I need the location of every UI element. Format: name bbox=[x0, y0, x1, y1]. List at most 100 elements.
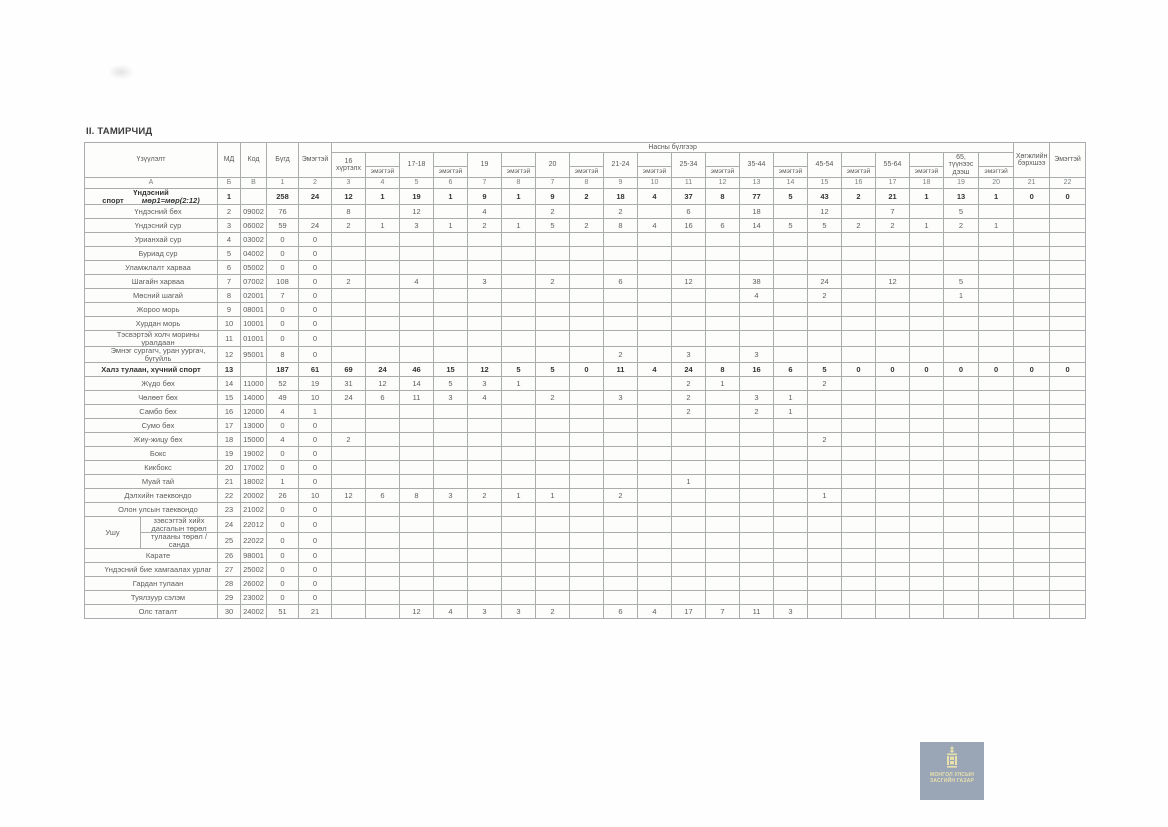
code-cell: 15000 bbox=[240, 432, 267, 447]
value-cell: 9 bbox=[467, 188, 502, 205]
value-cell bbox=[807, 390, 842, 405]
value-cell bbox=[773, 576, 808, 591]
value-cell bbox=[807, 460, 842, 475]
value-cell bbox=[977, 376, 1015, 391]
value-cell bbox=[909, 576, 944, 591]
col-header-age-group: Насны бүлгээр bbox=[330, 142, 1015, 153]
sport-name: Сумо бөх bbox=[84, 418, 218, 433]
value-cell bbox=[1013, 548, 1051, 563]
value-cell bbox=[705, 260, 740, 275]
col-header-md: МД bbox=[217, 142, 241, 178]
value-cell bbox=[977, 232, 1015, 247]
value-cell bbox=[1013, 576, 1051, 591]
code-cell: 04002 bbox=[240, 246, 267, 261]
value-cell bbox=[841, 404, 876, 419]
table-row: Чөлөөт бөх 15 14000 49 10 24 6 11 3 4 2 3 2 3 1 bbox=[84, 390, 1086, 405]
value-cell bbox=[467, 474, 502, 489]
code-cell: 02001 bbox=[240, 288, 267, 303]
value-cell bbox=[399, 516, 434, 533]
value-cell bbox=[841, 562, 876, 577]
value-cell bbox=[977, 474, 1015, 489]
value-cell bbox=[1013, 330, 1051, 347]
age-female-header: эмэгтэй bbox=[773, 166, 808, 178]
value-cell: 1 bbox=[433, 218, 468, 233]
value-cell bbox=[943, 590, 979, 605]
md-cell: 12 bbox=[217, 346, 241, 363]
table-row: Үндэсний спорт мөр1=мөр(2:12) 1 258 24 12 1 19 1… bbox=[84, 188, 1086, 205]
value-cell bbox=[909, 232, 944, 247]
value-cell bbox=[807, 260, 842, 275]
value-cell: 11 bbox=[739, 604, 774, 619]
value-cell: 1 bbox=[977, 188, 1015, 205]
value-cell bbox=[603, 516, 638, 533]
value-cell bbox=[637, 316, 672, 331]
code-cell: 17002 bbox=[240, 460, 267, 475]
age-col-header: 20 bbox=[535, 152, 570, 178]
value-cell: 12 bbox=[331, 188, 366, 205]
table-row: Олс таталт 30 24002 51 21 12 4 3 3 2 6 4 17 7 11 3 bbox=[84, 604, 1086, 619]
value-cell bbox=[977, 562, 1015, 577]
code-cell: 08001 bbox=[240, 302, 267, 317]
age-col-header-spacer bbox=[909, 152, 944, 167]
column-index-cell: 11 bbox=[671, 177, 706, 189]
value-cell: 2 bbox=[739, 404, 774, 419]
value-cell bbox=[535, 260, 570, 275]
value-cell bbox=[909, 316, 944, 331]
value-cell bbox=[501, 260, 536, 275]
code-cell: 19002 bbox=[240, 446, 267, 461]
value-cell bbox=[535, 562, 570, 577]
value-cell: 2 bbox=[535, 604, 570, 619]
value-cell bbox=[331, 576, 366, 591]
value-cell bbox=[943, 446, 979, 461]
value-cell bbox=[603, 432, 638, 447]
value-cell bbox=[705, 246, 740, 261]
value-cell bbox=[467, 232, 502, 247]
value-cell bbox=[1049, 516, 1086, 533]
value-cell: 26 bbox=[266, 488, 299, 503]
code-cell: 22022 bbox=[240, 532, 267, 549]
column-index-cell: Б bbox=[217, 177, 241, 189]
value-cell: 0 bbox=[266, 562, 299, 577]
age-female-header: эмэгтэй bbox=[977, 166, 1015, 178]
md-cell: 2 bbox=[217, 204, 241, 219]
value-cell bbox=[569, 532, 604, 549]
value-cell: 1 bbox=[433, 188, 468, 205]
value-cell bbox=[331, 404, 366, 419]
value-cell bbox=[807, 474, 842, 489]
value-cell bbox=[773, 346, 808, 363]
value-cell: 0 bbox=[841, 362, 876, 377]
value-cell: 0 bbox=[298, 576, 332, 591]
value-cell bbox=[875, 316, 910, 331]
value-cell: 11 bbox=[603, 362, 638, 377]
md-cell: 26 bbox=[217, 548, 241, 563]
age-female-header: эмэгтэй bbox=[909, 166, 944, 178]
value-cell bbox=[909, 260, 944, 275]
value-cell bbox=[671, 590, 706, 605]
value-cell bbox=[603, 376, 638, 391]
value-cell bbox=[603, 532, 638, 549]
value-cell bbox=[705, 432, 740, 447]
column-index-cell: 8 bbox=[569, 177, 604, 189]
col-header-code: Код bbox=[240, 142, 267, 178]
md-cell: 4 bbox=[217, 232, 241, 247]
value-cell bbox=[671, 532, 706, 549]
value-cell bbox=[841, 446, 876, 461]
value-cell bbox=[501, 590, 536, 605]
value-cell bbox=[773, 302, 808, 317]
value-cell: 0 bbox=[266, 232, 299, 247]
value-cell bbox=[433, 516, 468, 533]
value-cell bbox=[569, 260, 604, 275]
value-cell bbox=[603, 418, 638, 433]
value-cell: 2 bbox=[331, 218, 366, 233]
value-cell bbox=[943, 404, 979, 419]
value-cell bbox=[501, 446, 536, 461]
value-cell bbox=[569, 246, 604, 261]
value-cell bbox=[875, 260, 910, 275]
value-cell bbox=[433, 460, 468, 475]
value-cell bbox=[977, 576, 1015, 591]
value-cell bbox=[909, 446, 944, 461]
value-cell bbox=[705, 474, 740, 489]
value-cell: 2 bbox=[569, 218, 604, 233]
value-cell bbox=[807, 576, 842, 591]
value-cell bbox=[399, 474, 434, 489]
